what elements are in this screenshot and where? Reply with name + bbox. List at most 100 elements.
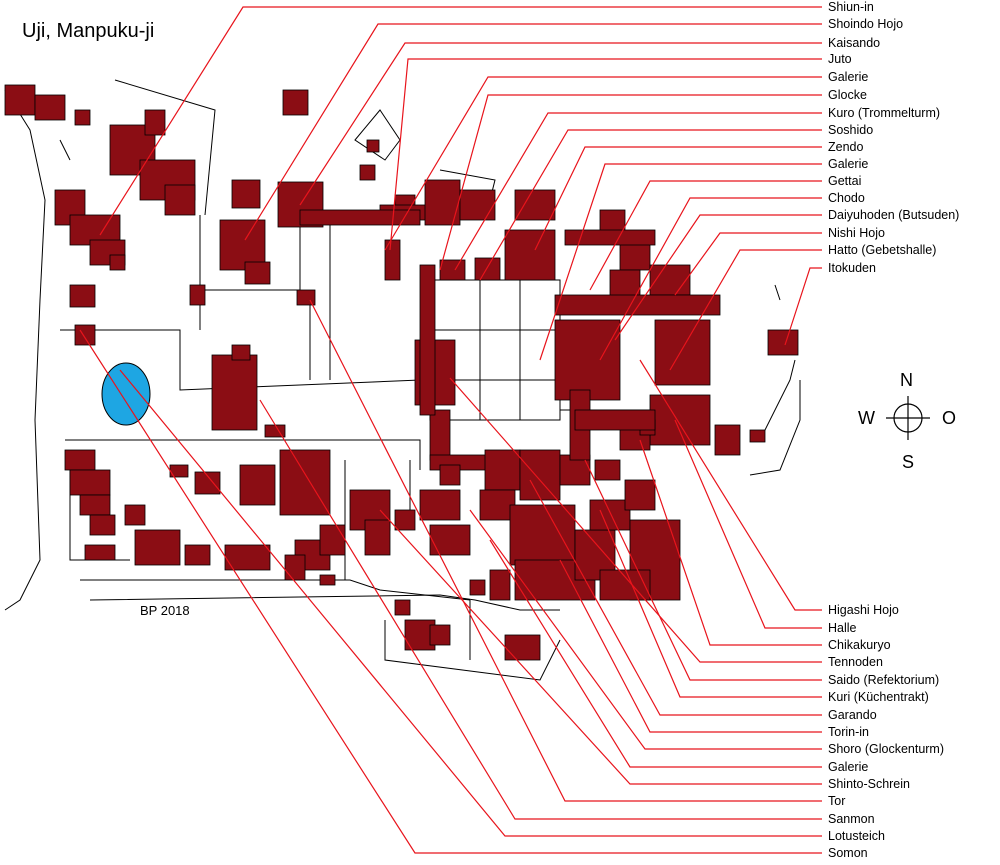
building (366, 139, 380, 153)
leader-line (529, 479, 822, 716)
path-outline (430, 280, 560, 420)
building (429, 524, 471, 556)
building (4, 84, 36, 116)
leader-line (469, 509, 822, 750)
leader-line (599, 197, 822, 361)
building (124, 504, 146, 526)
compass-west: W (858, 408, 875, 428)
map-label: Torin-in (828, 725, 869, 739)
leader-line (589, 180, 822, 291)
buildings-layer (4, 84, 799, 661)
building (419, 264, 436, 416)
building (504, 634, 541, 661)
leader-line (449, 377, 822, 663)
building (296, 289, 316, 306)
leader-line (439, 94, 822, 271)
lotus-pond (101, 362, 151, 426)
compass-south: S (902, 452, 915, 472)
building (239, 464, 276, 506)
building (74, 109, 91, 126)
building (384, 239, 401, 281)
compass-rose-icon (886, 396, 930, 440)
map-label: Garando (828, 708, 877, 722)
building (504, 229, 556, 281)
map-label: Gettai (828, 174, 862, 188)
path-outline (59, 79, 216, 216)
building (439, 259, 466, 281)
map-label: Glocke (828, 88, 867, 102)
map-label: Galerie (828, 760, 869, 774)
leader-line (489, 539, 822, 768)
leader-line (599, 509, 822, 698)
map-label: Shoro (Glockenturm) (828, 742, 945, 756)
leader-lines-layer (79, 6, 822, 854)
leader-line (559, 559, 822, 733)
building (767, 329, 799, 356)
building (194, 471, 221, 495)
building (359, 164, 376, 181)
map-credit: BP 2018 (140, 603, 190, 618)
building (184, 544, 211, 566)
building (282, 89, 309, 116)
leader-line (784, 267, 822, 346)
building (69, 469, 111, 496)
map-label: Halle (828, 621, 857, 635)
building (231, 179, 261, 209)
path-outline (4, 89, 46, 611)
building (564, 229, 656, 246)
map-label: Somon (828, 846, 868, 860)
path-outline (309, 220, 331, 380)
leader-line (244, 23, 822, 241)
building (429, 624, 451, 646)
leader-line (79, 329, 822, 854)
building (429, 409, 451, 461)
path-outline (60, 329, 421, 391)
path-outline (384, 600, 561, 681)
map-label: Galerie (828, 70, 869, 84)
leader-line (669, 249, 822, 371)
leader-line (534, 146, 822, 251)
building (594, 459, 621, 481)
building (284, 554, 306, 581)
building (649, 394, 711, 446)
building (509, 504, 576, 566)
building (74, 324, 96, 346)
building (574, 409, 656, 431)
map-label: Itokuden (828, 261, 876, 275)
building (299, 209, 421, 226)
building (224, 544, 271, 571)
map-label: Chikakuryo (828, 638, 891, 652)
building (279, 449, 331, 516)
leader-line (479, 129, 822, 281)
leader-line (309, 299, 822, 802)
leader-line (584, 459, 822, 681)
map-label: Kuri (Küchentrakt) (828, 690, 929, 704)
path-outline (749, 284, 801, 476)
map-label: Daiyuhoden (Butsuden) (828, 208, 960, 222)
map-label: Hatto (Gebetshalle) (828, 243, 937, 257)
building (89, 514, 116, 536)
path-outline (354, 109, 401, 161)
building (714, 424, 741, 456)
leader-line (454, 112, 822, 271)
map-title: Uji, Manpuku-ji (22, 20, 155, 42)
building (319, 574, 336, 586)
leader-line (389, 58, 822, 251)
leader-line (99, 6, 822, 236)
leader-line (299, 42, 822, 206)
building (89, 239, 126, 266)
building (34, 94, 66, 121)
leader-line (539, 163, 822, 361)
building (134, 529, 181, 566)
building (231, 344, 251, 361)
building (749, 429, 766, 443)
building (189, 284, 206, 306)
building (144, 109, 166, 136)
building (514, 189, 556, 221)
building (484, 449, 521, 491)
map-label: Kuro (Trommelturm) (828, 106, 941, 120)
leader-line (674, 232, 822, 296)
building (469, 579, 486, 596)
map-label: Nishi Hojo (828, 226, 885, 240)
